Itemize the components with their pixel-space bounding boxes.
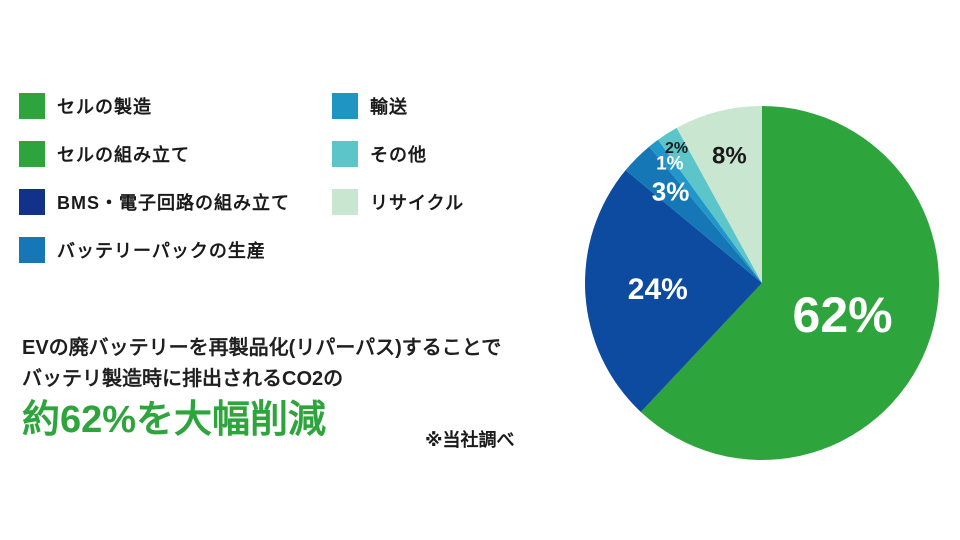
caption-line-1: EVの廃バッテリーを再製品化(リパーパス)することで [22,337,502,359]
pie-slice-label: 24% [628,273,688,306]
legend-column-left: セルの製造 セルの組み立て BMS・電子回路の組み立て バッテリーパックの生産 [19,93,290,263]
pie-slice-label: 1% [656,154,684,175]
legend-label: バッテリーパックの生産 [57,241,266,261]
pie-slice-1 [585,170,762,413]
legend-item-others: その他 [332,141,464,167]
legend-swatch-icon [19,93,45,119]
pie-slice-label: 8% [712,143,747,170]
legend-item-cell-manufacturing: セルの製造 [19,93,290,119]
legend-swatch-icon [19,237,45,263]
legend-label: セルの製造 [57,97,152,117]
legend-swatch-icon [19,141,45,167]
legend-swatch-icon [332,141,358,167]
legend-label: その他 [370,145,427,165]
legend-item-recycle: リサイクル [332,189,464,215]
pie-slice-4 [657,127,762,283]
legend-swatch-icon [332,189,358,215]
legend-column-right: 輸送 その他 リサイクル [332,93,464,215]
legend-item-bms-circuit-assembly: BMS・電子回路の組み立て [19,189,290,215]
legend-swatch-icon [332,93,358,119]
legend-label: リサイクル [370,193,465,213]
pie-slice-2 [625,146,762,283]
survey-footnote: ※当社調べ [425,430,515,450]
pie-chart: 62% 24% 3% 1% 2% 8% [572,93,952,473]
legend-label: BMS・電子回路の組み立て [57,193,290,213]
caption-block: EVの廃バッテリーを再製品化(リパーパス)することで バッテリ製造時に排出される… [22,333,501,442]
caption-highlight: 約62%を大幅削減 [22,399,327,441]
pie-svg: 62% 24% 3%1%2% 8% [585,106,940,460]
legend-item-transport: 輸送 [332,93,464,119]
legend-label: 輸送 [370,97,408,117]
legend-swatch-icon [19,189,45,215]
legend-label: セルの組み立て [57,145,190,165]
pie-slice-label: 2% [665,140,688,157]
pie-slice-0 [640,106,940,460]
pie-slice-3 [649,139,762,283]
caption-line-2: バッテリ製造時に排出されるCO2の [22,368,344,390]
pie-slice-label: 3% [652,177,690,207]
legend-item-battery-pack-production: バッテリーパックの生産 [19,237,290,263]
legend-item-cell-assembly: セルの組み立て [19,141,290,167]
pie-slice-label: 62% [793,287,893,343]
pie-slice-5 [676,106,762,283]
